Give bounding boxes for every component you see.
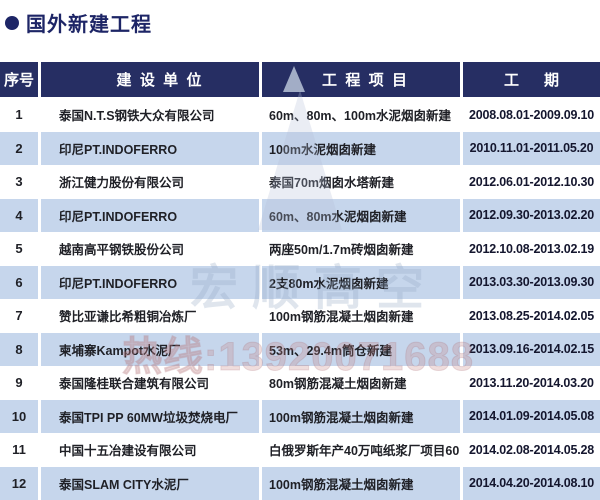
- cell-serial: 12: [0, 466, 38, 500]
- cell-period: 2013.03.30-2013.09.30: [463, 265, 600, 299]
- cell-serial: 1: [0, 98, 38, 132]
- cell-unit: 中国十五冶建设有限公司: [41, 433, 259, 467]
- cell-project: 白俄罗斯年产40万吨纸浆厂项目60m烟囱新建: [262, 433, 460, 467]
- table-row: 10 泰国TPI PP 60MW垃圾焚烧电厂 100m钢筋混凝土烟囱新建 201…: [0, 399, 600, 433]
- cell-project: 两座50m/1.7m砖烟囱新建: [262, 232, 460, 266]
- table-row: 3 浙江健力股份有限公司 泰国70m烟囱水塔新建 2012.06.01-2012…: [0, 165, 600, 199]
- cell-unit: 泰国N.T.S钢铁大众有限公司: [41, 98, 259, 132]
- cell-period: 2013.09.16-2014.02.15: [463, 332, 600, 366]
- page-title-bar: 国外新建工程: [5, 8, 152, 37]
- cell-unit: 印尼PT.INDOFERRO: [41, 265, 259, 299]
- cell-serial: 4: [0, 198, 38, 232]
- table-row: 9 泰国隆桂联合建筑有限公司 80m钢筋混凝土烟囱新建 2013.11.20-2…: [0, 366, 600, 400]
- cell-unit: 印尼PT.INDOFERRO: [41, 131, 259, 165]
- cell-project: 2支80m水泥烟囱新建: [262, 265, 460, 299]
- cell-period: 2013.11.20-2014.03.20: [463, 366, 600, 400]
- cell-project: 60m、80m水泥烟囱新建: [262, 198, 460, 232]
- table-row: 2 印尼PT.INDOFERRO 100m水泥烟囱新建 2010.11.01-2…: [0, 131, 600, 165]
- cell-project: 60m、80m、100m水泥烟囱新建: [262, 98, 460, 132]
- cell-serial: 6: [0, 265, 38, 299]
- header-serial: 序号: [0, 62, 38, 97]
- cell-period: 2012.06.01-2012.10.30: [463, 165, 600, 199]
- cell-period: 2013.08.25-2014.02.05: [463, 299, 600, 333]
- table-row: 8 柬埔寨Kampot水泥厂 53m、29.4m筒仓新建 2013.09.16-…: [0, 332, 600, 366]
- table-header-row: 序号 建 设 单 位 工 程 项 目 工 期: [0, 62, 600, 97]
- cell-project: 泰国70m烟囱水塔新建: [262, 165, 460, 199]
- cell-period: 2008.08.01-2009.09.10: [463, 98, 600, 132]
- cell-period: 2012.09.30-2013.02.20: [463, 198, 600, 232]
- cell-unit: 印尼PT.INDOFERRO: [41, 198, 259, 232]
- cell-serial: 11: [0, 433, 38, 467]
- cell-period: 2014.01.09-2014.05.08: [463, 399, 600, 433]
- header-project: 工 程 项 目: [262, 62, 460, 97]
- cell-period: 2014.02.08-2014.05.28: [463, 433, 600, 467]
- table-row: 1 泰国N.T.S钢铁大众有限公司 60m、80m、100m水泥烟囱新建 200…: [0, 98, 600, 132]
- cell-project: 100m钢筋混凝土烟囱新建: [262, 399, 460, 433]
- cell-unit: 泰国TPI PP 60MW垃圾焚烧电厂: [41, 399, 259, 433]
- table-row: 12 泰国SLAM CITY水泥厂 100m钢筋混凝土烟囱新建 2014.04.…: [0, 466, 600, 500]
- cell-unit: 柬埔寨Kampot水泥厂: [41, 332, 259, 366]
- cell-unit: 泰国隆桂联合建筑有限公司: [41, 366, 259, 400]
- header-unit: 建 设 单 位: [41, 62, 259, 97]
- table-row: 5 越南高平钢铁股份公司 两座50m/1.7m砖烟囱新建 2012.10.08-…: [0, 232, 600, 266]
- table-row: 6 印尼PT.INDOFERRO 2支80m水泥烟囱新建 2013.03.30-…: [0, 265, 600, 299]
- cell-serial: 5: [0, 232, 38, 266]
- cell-period: 2014.04.20-2014.08.10: [463, 466, 600, 500]
- cell-serial: 8: [0, 332, 38, 366]
- projects-table: 序号 建 设 单 位 工 程 项 目 工 期 1 泰国N.T.S钢铁大众有限公司…: [0, 62, 600, 500]
- page-title: 国外新建工程: [26, 14, 152, 36]
- cell-serial: 2: [0, 131, 38, 165]
- cell-project: 100m水泥烟囱新建: [262, 131, 460, 165]
- table-row: 4 印尼PT.INDOFERRO 60m、80m水泥烟囱新建 2012.09.3…: [0, 198, 600, 232]
- bullet-icon: [5, 15, 19, 30]
- cell-project: 80m钢筋混凝土烟囱新建: [262, 366, 460, 400]
- cell-serial: 9: [0, 366, 38, 400]
- cell-unit: 越南高平钢铁股份公司: [41, 232, 259, 266]
- cell-project: 100m钢筋混凝土烟囱新建: [262, 466, 460, 500]
- cell-serial: 7: [0, 299, 38, 333]
- cell-period: 2010.11.01-2011.05.20: [463, 131, 600, 165]
- table-row: 7 赞比亚谦比希粗铜冶炼厂 100m钢筋混凝土烟囱新建 2013.08.25-2…: [0, 299, 600, 333]
- cell-unit: 赞比亚谦比希粗铜冶炼厂: [41, 299, 259, 333]
- cell-project: 53m、29.4m筒仓新建: [262, 332, 460, 366]
- cell-project: 100m钢筋混凝土烟囱新建: [262, 299, 460, 333]
- cell-unit: 浙江健力股份有限公司: [41, 165, 259, 199]
- cell-unit: 泰国SLAM CITY水泥厂: [41, 466, 259, 500]
- cell-serial: 3: [0, 165, 38, 199]
- cell-period: 2012.10.08-2013.02.19: [463, 232, 600, 266]
- header-period: 工 期: [463, 62, 600, 97]
- table-row: 11 中国十五冶建设有限公司 白俄罗斯年产40万吨纸浆厂项目60m烟囱新建 20…: [0, 433, 600, 467]
- cell-serial: 10: [0, 399, 38, 433]
